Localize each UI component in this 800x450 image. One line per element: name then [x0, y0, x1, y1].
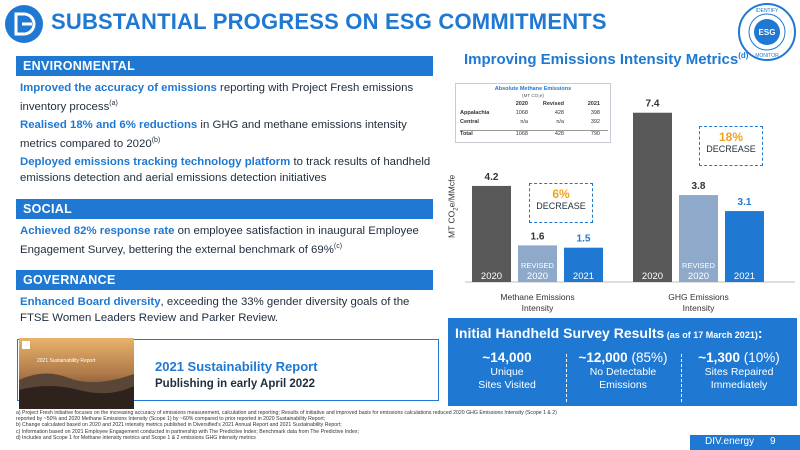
footer-brand[interactable]: DIV.energy	[705, 436, 755, 447]
inset-title: Absolute Methane Emissions	[494, 86, 572, 92]
bar-value-label: 1.6	[531, 231, 545, 242]
page-title: SUBSTANTIAL PROGRESS ON ESG COMMITMENTS	[51, 9, 607, 34]
bar	[564, 247, 603, 282]
bar-category-label: 2021	[734, 271, 755, 282]
survey-stat: ~1,300 (10%) Sites Repaired Immediately	[698, 350, 780, 391]
methane-inset-table: Absolute Methane Emissions (MT CO₂e) 202…	[455, 83, 611, 143]
inset-row: Central n/a n/a 392	[460, 119, 600, 125]
footnotes: a) Project Fresh initiative focuses on t…	[16, 410, 557, 441]
survey-divider	[566, 354, 567, 402]
bar-value-label: 7.4	[646, 99, 660, 110]
bar-category-label: 2020	[527, 271, 548, 282]
survey-title: Initial Handheld Survey Results (as of 1…	[455, 325, 763, 341]
inset-row: Appalachia 1068 428 398	[460, 110, 600, 116]
report-cover-image[interactable]: 2021 Sustainability Report	[19, 338, 134, 409]
survey-results-panel: Initial Handheld Survey Results (as of 1…	[448, 318, 797, 406]
bar-value-label: 4.2	[485, 172, 499, 183]
bar-value-label: 1.5	[577, 234, 591, 245]
survey-divider	[681, 354, 682, 402]
page-number: 9	[770, 436, 776, 447]
bar-category-label: REVISED	[682, 261, 716, 270]
bar-category-label: REVISED	[521, 261, 555, 270]
bar	[679, 195, 718, 282]
methane-decrease-callout: 6% DECREASE	[529, 183, 593, 223]
diversified-logo-icon	[5, 5, 43, 43]
title-bar: SUBSTANTIAL PROGRESS ON ESG COMMITMENTS	[0, 0, 744, 44]
inset-header-row: 2020 Revised 2021	[515, 101, 600, 107]
svg-text:ESG: ESG	[759, 28, 776, 37]
bar-category-label: 2020	[688, 271, 709, 282]
bar	[472, 185, 511, 282]
group-axis-label: Intensity	[522, 303, 554, 313]
report-box	[17, 339, 439, 401]
ghg-decrease-callout: 18% DECREASE	[699, 126, 763, 166]
social-heading: SOCIAL	[16, 199, 433, 219]
survey-stat: ~12,000 (85%) No Detectable Emissions	[578, 350, 668, 391]
report-subtitle: Publishing in early April 2022	[155, 378, 315, 390]
bar	[633, 112, 672, 282]
esg-seal-icon: ESG IDENTIFY MONITOR	[738, 3, 796, 61]
group-axis-label: Intensity	[683, 303, 715, 313]
group-axis-label: Methane Emissions	[500, 292, 574, 302]
inset-unit: (MT CO₂e)	[522, 93, 544, 98]
chart-y-axis-label: MT CO2e/MMcfe	[446, 174, 460, 238]
svg-text:IDENTIFY: IDENTIFY	[756, 8, 779, 14]
bar-category-label: 2020	[642, 271, 663, 282]
gov-bullet-1: Enhanced Board diversity, exceeding the …	[20, 296, 410, 324]
bar	[518, 245, 557, 282]
bar	[725, 211, 764, 282]
env-bullet-2: Realised 18% and 6% reductions in GHG an…	[20, 119, 407, 150]
inset-total-row: Total 1068 428 790	[460, 130, 608, 138]
bar-value-label: 3.8	[692, 181, 706, 192]
environmental-heading: ENVIRONMENTAL	[16, 56, 433, 76]
bar-category-label: 2021	[573, 271, 594, 282]
governance-heading: GOVERNANCE	[16, 270, 433, 290]
chart-title: Improving Emissions Intensity Metrics(d)	[464, 51, 749, 68]
survey-stat: ~14,000 Unique Sites Visited	[478, 350, 536, 391]
report-cover-text: 2021 Sustainability Report	[37, 358, 96, 364]
svg-text:MONITOR: MONITOR	[755, 53, 779, 59]
group-axis-label: GHG Emissions	[668, 292, 728, 302]
env-bullet-1: Improved the accuracy of emissions repor…	[20, 82, 414, 113]
bar-value-label: 3.1	[738, 197, 752, 208]
bar-category-label: 2020	[481, 271, 502, 282]
env-bullet-3: Deployed emissions tracking technology p…	[20, 156, 431, 184]
social-bullet-1: Achieved 82% response rate on employee s…	[20, 225, 419, 256]
report-title: 2021 Sustainability Report	[155, 359, 318, 374]
footer-bar	[690, 435, 800, 450]
